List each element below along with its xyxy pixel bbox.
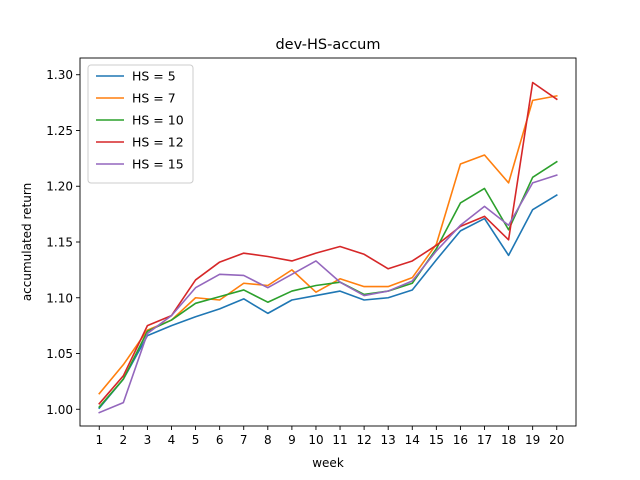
x-tick-label: 7 [240, 433, 248, 447]
legend: HS = 5 HS = 7 HS = 10 HS = 12 HS = 15 [87, 64, 194, 184]
x-tick-label: 19 [525, 433, 540, 447]
series-layer [98, 81, 558, 414]
legend-label-5: HS = 15 [132, 157, 184, 172]
x-tick-label: 14 [405, 433, 420, 447]
legend-label-1: HS = 5 [132, 69, 176, 84]
x-tick-label: 13 [381, 433, 396, 447]
series-line-3 [98, 160, 558, 409]
y-tick-label: 1.30 [46, 68, 73, 82]
x-axis-label: week [312, 456, 344, 470]
x-tick-label: 20 [549, 433, 564, 447]
series-line-1 [98, 194, 558, 410]
legend-label-3: HS = 10 [132, 113, 184, 128]
x-tick-label: 18 [501, 433, 516, 447]
x-tick-label: 2 [120, 433, 128, 447]
x-tick-label: 4 [168, 433, 176, 447]
chart-title: dev-HS-accum [275, 37, 380, 53]
y-tick-label: 1.05 [46, 347, 73, 361]
y-axis-label: accumulated return [20, 183, 34, 301]
x-tick-label: 5 [192, 433, 200, 447]
y-tick-label: 1.15 [46, 236, 73, 250]
y-tick-label: 1.25 [46, 124, 73, 138]
x-tick-label: 3 [144, 433, 152, 447]
series-line-5 [98, 174, 558, 414]
y-tick-label: 1.00 [46, 403, 73, 417]
axes-layer: 1 2 3 4 5 6 7 8 9 10 11 12 13 14 15 16 17 18 19 201.001.051… [46, 57, 577, 447]
legend-box [87, 64, 194, 184]
x-tick-label: 1 [95, 433, 103, 447]
x-tick-label: 15 [429, 433, 444, 447]
x-tick-label: 11 [332, 433, 347, 447]
x-tick-label: 10 [308, 433, 323, 447]
y-tick-label: 1.20 [46, 180, 73, 194]
legend-label-4: HS = 12 [132, 135, 184, 150]
series-line-4 [98, 81, 558, 405]
x-tick-label: 6 [216, 433, 224, 447]
x-tick-label: 9 [288, 433, 296, 447]
x-tick-label: 17 [477, 433, 492, 447]
y-tick-label: 1.10 [46, 291, 73, 305]
x-tick-label: 16 [453, 433, 468, 447]
x-tick-label: 8 [264, 433, 272, 447]
x-tick-label: 12 [356, 433, 371, 447]
legend-label-2: HS = 7 [132, 91, 176, 106]
